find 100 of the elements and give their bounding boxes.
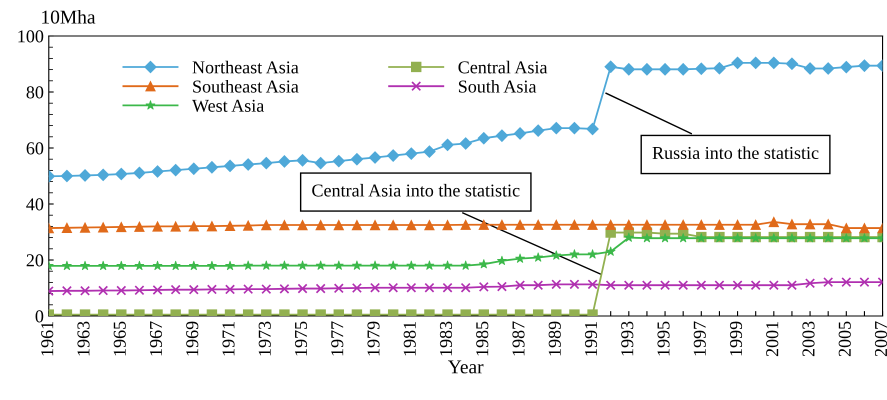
point <box>841 222 852 234</box>
point <box>587 220 598 230</box>
point <box>60 170 74 182</box>
point <box>115 168 128 180</box>
point <box>478 282 489 292</box>
point <box>678 220 688 230</box>
point <box>279 220 290 230</box>
legend-label: Northeast Asia <box>192 60 299 74</box>
point <box>478 258 489 268</box>
point <box>478 220 490 230</box>
point <box>459 137 472 150</box>
point <box>350 152 364 166</box>
point <box>62 286 72 296</box>
point <box>460 260 471 270</box>
point <box>514 220 526 230</box>
point <box>297 220 308 230</box>
point <box>642 220 652 230</box>
point <box>713 62 726 74</box>
point <box>368 151 382 164</box>
point <box>588 279 598 290</box>
point <box>388 220 398 230</box>
point <box>243 260 254 270</box>
y-tick-label: 20 <box>26 254 44 266</box>
point <box>80 260 90 270</box>
point <box>678 232 688 242</box>
point <box>424 282 434 293</box>
point <box>206 161 218 174</box>
point <box>496 220 508 230</box>
x-tick-label: 1963 <box>77 322 90 356</box>
point <box>298 284 308 294</box>
point <box>332 154 346 168</box>
point <box>278 155 291 168</box>
y-axis-title: 10Mha <box>42 10 96 24</box>
point <box>242 158 254 171</box>
point <box>550 122 563 134</box>
point <box>151 165 164 178</box>
x-tick-label: 2003 <box>802 322 815 356</box>
annotation: Russia into the statistic <box>652 146 818 160</box>
x-tick-label: 1997 <box>694 321 706 356</box>
point <box>406 282 416 293</box>
x-tick-label: 1965 <box>114 322 126 356</box>
point <box>98 222 108 232</box>
point <box>604 60 617 74</box>
point <box>352 260 362 270</box>
point <box>225 260 236 270</box>
point <box>496 129 508 142</box>
point <box>660 280 670 290</box>
point <box>116 260 126 270</box>
point <box>460 282 471 293</box>
point <box>78 169 92 182</box>
point <box>551 220 562 230</box>
point <box>496 282 507 292</box>
point <box>133 166 146 180</box>
point <box>169 164 182 176</box>
y-tick-label: 80 <box>26 86 44 98</box>
point <box>532 220 544 230</box>
x-tick-label: 1983 <box>440 322 452 356</box>
point <box>786 218 798 230</box>
point <box>370 282 380 293</box>
annotation: Central Asia into the statistic <box>312 184 520 197</box>
point <box>696 220 707 230</box>
point <box>515 280 526 290</box>
point <box>642 232 652 242</box>
point <box>840 60 853 74</box>
point <box>714 220 725 230</box>
point <box>152 260 163 270</box>
y-tick-label: 100 <box>18 30 44 42</box>
point <box>206 284 217 294</box>
point <box>768 56 780 70</box>
point <box>822 62 834 75</box>
point <box>551 250 562 260</box>
point <box>405 147 418 160</box>
x-tick-label: 2005 <box>838 322 851 356</box>
point <box>224 220 236 232</box>
point <box>805 278 816 288</box>
point <box>442 260 453 270</box>
point <box>206 220 218 232</box>
point <box>823 277 834 288</box>
point <box>441 138 454 152</box>
point <box>478 132 490 144</box>
point <box>859 277 870 288</box>
point <box>406 220 417 230</box>
point <box>624 220 634 230</box>
point <box>606 246 616 256</box>
point <box>750 220 761 230</box>
x-tick-label: 2007 <box>874 321 887 356</box>
point <box>188 162 200 175</box>
legend-label: West Asia <box>192 100 264 112</box>
y-tick-label: 0 <box>36 310 44 322</box>
point <box>624 232 634 242</box>
point <box>96 168 110 182</box>
point <box>206 260 217 270</box>
point <box>188 284 199 295</box>
x-tick-label: 1993 <box>621 322 634 356</box>
x-axis-title: Year <box>448 360 484 374</box>
point <box>749 56 762 70</box>
point <box>714 280 724 290</box>
legend-label: Southeast Asia <box>193 80 299 93</box>
point <box>442 282 453 293</box>
point <box>533 252 544 262</box>
